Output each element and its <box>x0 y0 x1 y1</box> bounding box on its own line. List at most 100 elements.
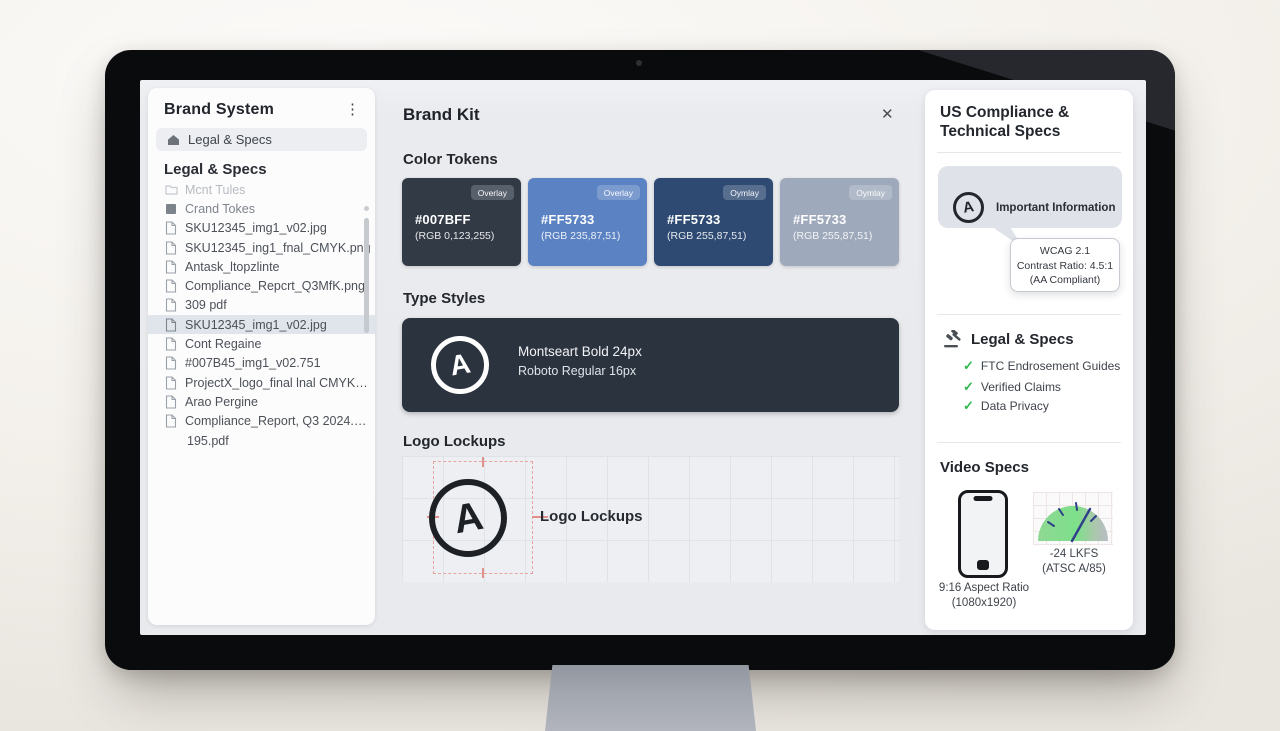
logo-lockups-heading: Logo Lockups <box>403 433 506 450</box>
file-icon <box>164 298 178 312</box>
color-rgb: (RGB 235,87,51) <box>541 230 621 242</box>
phone-notch <box>973 496 993 501</box>
tooltip-line: WCAG 2.1 <box>1039 245 1091 257</box>
file-icon <box>164 414 178 428</box>
type-styles-card[interactable]: A Montseart Bold 24px Roboto Regular 16p… <box>402 318 899 412</box>
sidebar-tokens-item[interactable]: Crand Tokes <box>148 199 375 218</box>
sidebar-file-item[interactable]: Arao Pergine <box>148 392 375 411</box>
sidebar-file-item[interactable]: Cont Regaine <box>148 334 375 353</box>
checklist-label: Verified Claims <box>980 380 1061 394</box>
loudness-gauge-icon <box>1033 492 1113 545</box>
overlay-badge[interactable]: Oymlay <box>849 185 892 200</box>
loudness-caption: -24 LKFS (ATSC A/85) <box>1042 548 1106 575</box>
guide-tick <box>532 516 548 518</box>
sidebar-scrollbar[interactable] <box>364 218 369 333</box>
type-styles-heading: Type Styles <box>403 290 486 307</box>
logo-lockups-canvas: A Logo Lockups <box>402 456 899 582</box>
sidebar-section-label: Legal & Specs <box>164 161 267 178</box>
overlay-badge[interactable]: Oymlay <box>723 185 766 200</box>
divider <box>937 152 1121 153</box>
color-rgb: (RGB 255,87,51) <box>793 230 873 242</box>
color-token-card[interactable]: Overlay #FF5733 (RGB 235,87,51) <box>528 178 647 266</box>
overlay-badge[interactable]: Overlay <box>470 185 514 200</box>
sidebar-file-item[interactable]: Compliance_Report, Q3 2024.pdf <box>148 412 375 431</box>
file-icon <box>164 240 178 255</box>
overlay-badge[interactable]: Overlay <box>596 185 640 200</box>
sidebar-file-item[interactable]: ProjectX_logo_final lnal CMYK.pdf <box>148 373 375 392</box>
file-icon <box>164 260 178 274</box>
file-icon <box>164 318 178 332</box>
pinned-item-label: Legal & Specs <box>188 132 272 147</box>
pinned-item-legal-specs[interactable]: Legal & Specs <box>156 128 367 151</box>
home-icon <box>166 134 180 146</box>
brand-logo-icon: A <box>953 192 984 223</box>
sidebar-file-item[interactable]: Antask_ltopzlinte <box>148 257 375 276</box>
sidebar-file-item[interactable]: 309 pdf <box>148 296 375 315</box>
sidebar-file-item[interactable]: SKU12345_img1_v02.jpg <box>148 219 375 238</box>
guide-tick <box>482 568 484 578</box>
sidebar-file-item-selected[interactable]: SKU12345_img1_v02.jpg <box>148 315 375 335</box>
page-title: Brand Kit <box>403 105 480 124</box>
brand-logo-icon: A <box>429 479 507 557</box>
file-icon <box>164 279 178 293</box>
close-icon[interactable]: ✕ <box>881 106 894 123</box>
color-hex: #FF5733 <box>793 212 847 227</box>
color-hex: #FF5733 <box>667 212 721 227</box>
legal-specs-heading: Legal & Specs <box>971 331 1074 348</box>
sidebar-title: Brand System <box>164 101 274 118</box>
checklist-item: ✓ FTC Endrosement Guides <box>963 358 1120 374</box>
check-icon: ✓ <box>963 358 974 373</box>
color-token-card[interactable]: Oymlay #FF5733 (RGB 255,87,51) <box>654 178 773 266</box>
folder-icon <box>164 184 178 195</box>
sidebar-file-item[interactable]: SKU12345_ing1_fnal_CMYK.png <box>148 238 375 257</box>
gavel-icon <box>944 330 961 348</box>
color-token-card[interactable]: Overlay #007BFF (RGB 0,123,255) <box>402 178 521 266</box>
compliance-panel: US Compliance & Technical Specs A Import… <box>925 90 1133 630</box>
aspect-ratio-caption: 9:16 Aspect Ratio (1080x1920) <box>938 582 1030 609</box>
phone-home-button <box>977 560 989 570</box>
kebab-menu-icon[interactable]: ⋮ <box>345 101 360 118</box>
sidebar-file-item[interactable]: #007B45_img1_v02.751 <box>148 354 375 373</box>
checklist-label: FTC Endrosement Guides <box>980 359 1121 373</box>
guide-tick <box>482 457 484 467</box>
file-icon <box>164 221 178 235</box>
compliance-title: US Compliance & Technical Specs <box>940 104 1070 140</box>
sidebar-file-item[interactable]: 195.pdf <box>187 433 229 448</box>
sidebar-folder-item[interactable]: Mcnt Tules <box>148 180 375 199</box>
checklist-item: ✓ Verified Claims <box>963 379 1061 395</box>
file-icon <box>164 337 178 351</box>
type-style-line: Montseart Bold 24px <box>518 344 642 359</box>
color-hex: #FF5733 <box>541 212 595 227</box>
screen: Brand System ⋮ Legal & Specs Legal & Spe… <box>140 80 1146 635</box>
scrollbar-dot <box>364 206 369 211</box>
video-specs-heading: Video Specs <box>940 459 1029 476</box>
monitor-bezel: Brand System ⋮ Legal & Specs Legal & Spe… <box>105 50 1175 670</box>
tooltip-line: Contrast Ratio: 4.5:1 <box>1016 259 1114 272</box>
file-icon <box>164 356 178 370</box>
color-token-row: Overlay #007BFF (RGB 0,123,255) Overlay … <box>402 178 900 266</box>
file-list: Mcnt Tules Crand Tokes SKU12345_img1_v02… <box>148 180 375 450</box>
color-tokens-heading: Color Tokens <box>403 151 498 168</box>
check-icon: ✓ <box>963 379 974 394</box>
type-specimen: Montseart Bold 24px Roboto Regular 16px <box>518 344 642 378</box>
divider <box>937 442 1121 443</box>
monitor-stand <box>545 665 756 731</box>
color-hex: #007BFF <box>415 212 471 227</box>
color-token-card[interactable]: Oymlay #FF5733 (RGB 255,87,51) <box>780 178 899 266</box>
check-icon: ✓ <box>963 398 974 413</box>
wcag-tooltip: WCAG 2.1 Contrast Ratio: 4.5:1 (AA Compl… <box>1010 238 1120 292</box>
checklist-item: ✓ Data Privacy <box>963 398 1049 414</box>
file-icon <box>164 376 178 390</box>
lockup-label: Logo Lockups <box>540 508 643 525</box>
brand-kit-panel: Brand Kit ✕ Color Tokens Overlay #007BFF… <box>402 80 900 635</box>
color-rgb: (RGB 255,87,51) <box>667 230 747 242</box>
color-rgb: (RGB 0,123,255) <box>415 230 495 242</box>
important-info-label: Important Information <box>996 202 1116 214</box>
webcam-dot <box>636 60 642 66</box>
checklist-label: Data Privacy <box>980 399 1049 413</box>
square-icon <box>164 203 178 214</box>
brand-logo-icon: A <box>431 336 489 394</box>
divider <box>937 314 1121 315</box>
sidebar-file-item[interactable]: Compliance_Repcrt_Q3MfK.png <box>148 276 375 295</box>
file-icon <box>164 395 178 409</box>
